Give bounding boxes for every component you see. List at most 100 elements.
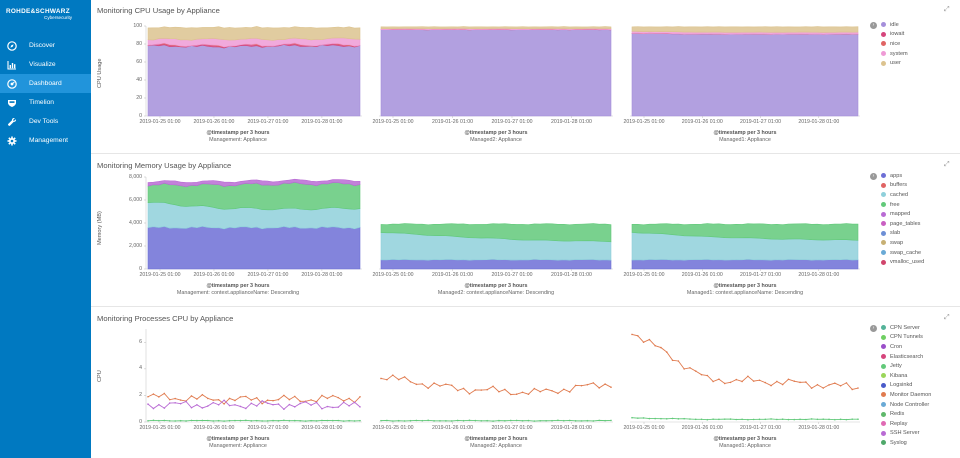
legend-item[interactable]: buffers [881, 181, 924, 191]
legend-item[interactable]: Node Controller [881, 400, 931, 410]
legend-item[interactable]: Kibana [881, 371, 931, 381]
point-Jetty [677, 418, 680, 420]
point-Jetty [337, 419, 340, 422]
legend-label: cached [890, 191, 909, 198]
expand-icon[interactable]: ⤢ [944, 6, 950, 13]
point-Jetty [147, 419, 149, 422]
point-Jetty [604, 419, 606, 422]
panel-processes-cpu: Monitoring Processes CPU by Appliance ⤢ … [91, 308, 960, 458]
legend-toggle-icon[interactable]: › [870, 22, 877, 29]
legend-item[interactable]: Cron [881, 342, 931, 352]
legend-item[interactable]: cached [881, 190, 924, 200]
legend-item[interactable]: page_tables [881, 219, 924, 229]
line-Jetty [380, 419, 612, 422]
legend-item[interactable]: nice [881, 39, 908, 49]
point-Jetty [492, 420, 494, 422]
point-SSH Server [239, 405, 242, 408]
point-Monitor Daemon [255, 396, 258, 399]
x-tick-label: 2019-01-26 01:00 [193, 425, 235, 431]
x-tick-label: 2019-01-27 01:00 [247, 272, 289, 278]
legend-item[interactable]: free [881, 200, 924, 210]
point-Jetty [515, 419, 518, 422]
point-Jetty [828, 418, 830, 421]
nav-label: Discover [29, 42, 56, 49]
point-Jetty [234, 419, 236, 422]
point-Jetty [793, 418, 796, 421]
point-Jetty [834, 418, 836, 421]
legend-item[interactable]: CPN Server [881, 323, 931, 333]
legend-item[interactable]: apps [881, 171, 924, 181]
legend-item[interactable]: idle [881, 20, 908, 30]
legend-item[interactable]: vmalloc_used [881, 257, 924, 267]
point-Monitor Daemon [648, 338, 651, 341]
point-Jetty [456, 419, 459, 422]
nav-item-management[interactable]: Management [0, 131, 91, 150]
nav-label: Management [29, 137, 69, 144]
legend-color-dot [881, 354, 886, 360]
y-tick-label: 60 [136, 58, 142, 65]
point-Jetty [636, 417, 639, 419]
point-Monitor Daemon [421, 383, 424, 385]
x-tick-label: 2019-01-26 01:00 [681, 119, 723, 125]
chart-svg [630, 223, 860, 271]
chart-footer: @timestamp per 3 hours Managed1: context.… [622, 283, 868, 297]
line-SSH Server [147, 399, 361, 410]
legend-item[interactable]: Redis [881, 409, 931, 419]
point-Monitor Daemon [563, 388, 565, 391]
legend-item[interactable]: swap_cache [881, 248, 924, 258]
x-tick-label: 2019-01-25 01:00 [623, 119, 665, 125]
point-Jetty [764, 418, 767, 421]
expand-icon[interactable]: ⤢ [944, 314, 950, 321]
point-Monitor Daemon [266, 399, 269, 402]
legend-item[interactable]: Replay [881, 419, 931, 429]
legend-label: mapped [890, 211, 911, 218]
legend-color-dot [881, 182, 886, 188]
legend-toggle-icon[interactable]: › [870, 325, 877, 332]
x-tick-label: 2019-01-27 01:00 [491, 272, 533, 278]
point-Jetty [206, 419, 209, 422]
x-tick-label: 2019-01-26 01:00 [432, 272, 473, 278]
legend-item[interactable]: Monitor Daemon [881, 390, 931, 400]
y-tick-label: 80 [136, 40, 142, 47]
legend-item[interactable]: SSH Server [881, 429, 931, 439]
cpu-chart-managed1: 2019-01-25 01:00 2019-01-26 01:00 2019-01-… [622, 22, 868, 152]
point-SSH Server [315, 401, 318, 404]
legend-item[interactable]: Elasticsearch [881, 352, 931, 362]
legend-item[interactable]: Syslog [881, 438, 931, 448]
processes-chart-managed1: 2019-01-25 01:00 2019-01-26 01:00 2019-01-… [622, 325, 868, 458]
point-Monitor Daemon [700, 373, 703, 376]
legend-item[interactable]: iowait [881, 30, 908, 40]
legend-label: SSH Server [890, 430, 920, 437]
point-Monitor Daemon [764, 381, 767, 384]
y-axis-label: CPU Usage [97, 58, 103, 88]
legend-item[interactable]: mapped [881, 209, 924, 219]
area-idle [631, 32, 859, 117]
legend-color-dot [881, 51, 886, 57]
brand-logo[interactable]: ROHDE&SCHWARZ Cybersecurity [0, 0, 91, 27]
wrench-icon [7, 117, 17, 127]
legend-item[interactable]: slab [881, 229, 924, 239]
point-Monitor Daemon [660, 346, 662, 349]
x-tick-label: 2019-01-25 01:00 [139, 425, 181, 431]
nav-item-devtools[interactable]: Dev Tools [0, 112, 91, 131]
nav-item-visualize[interactable]: Visualize [0, 55, 91, 74]
point-Jetty [174, 420, 176, 422]
point-Monitor Daemon [729, 381, 732, 384]
legend-item[interactable]: Logsinkd [881, 381, 931, 391]
point-Monitor Daemon [839, 384, 842, 387]
nav-item-dashboard[interactable]: Dashboard [0, 74, 91, 93]
expand-icon[interactable]: ⤢ [944, 161, 950, 168]
legend-toggle-icon[interactable]: › [870, 173, 877, 180]
point-Jetty [857, 418, 859, 421]
legend-item[interactable]: system [881, 49, 908, 59]
legend-item[interactable]: CPN Tunnels [881, 333, 931, 343]
legend-label: CPN Server [890, 324, 920, 331]
nav-item-timelion[interactable]: Timelion [0, 93, 91, 112]
x-tick-label: 2019-01-28 01:00 [550, 272, 592, 278]
nav-item-discover[interactable]: Discover [0, 36, 91, 55]
legend-item[interactable]: user [881, 58, 908, 68]
legend-item[interactable]: Jetty [881, 361, 931, 371]
legend-item[interactable]: swap [881, 238, 924, 248]
point-Monitor Daemon [158, 396, 160, 398]
point-Monitor Daemon [474, 389, 477, 391]
